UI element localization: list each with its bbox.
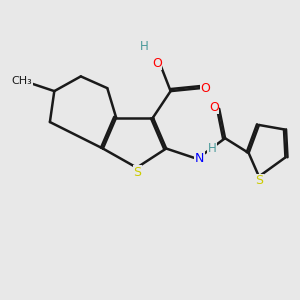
Text: O: O <box>200 82 210 95</box>
Text: H: H <box>208 142 216 155</box>
Text: S: S <box>133 166 141 178</box>
Text: CH₃: CH₃ <box>11 76 32 86</box>
Text: S: S <box>255 174 263 188</box>
Text: O: O <box>152 57 162 70</box>
Text: H: H <box>140 40 148 53</box>
Text: N: N <box>195 152 204 165</box>
Text: O: O <box>209 101 219 114</box>
